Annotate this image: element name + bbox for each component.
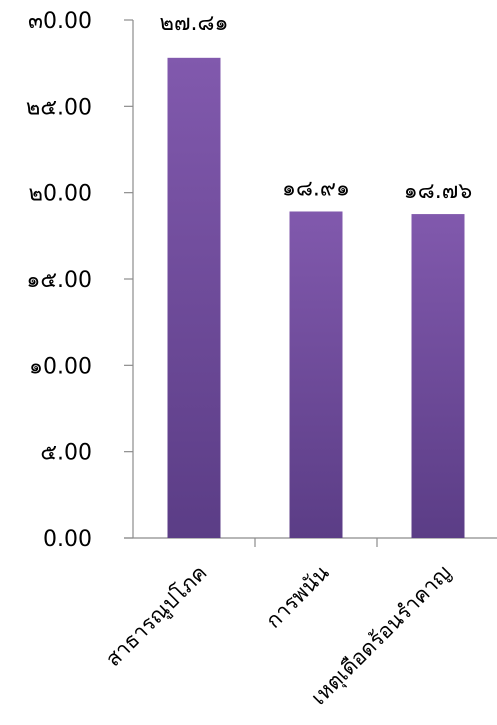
data-label: ๑๘.๗๖	[404, 179, 472, 204]
y-axis: 0.00 ๕.00 ๑0.00 ๑๕.00 ๒0.00 ๒๕.00 ๓0.00	[26, 9, 134, 552]
bar	[411, 214, 465, 538]
bars	[167, 57, 465, 539]
data-label: ๒๗.๘๑	[160, 11, 229, 36]
y-tick-label: ๑0.00	[29, 354, 92, 379]
y-tick-label: ๒0.00	[29, 182, 93, 207]
category-label: เหตุเดือดร้อนรำคาญ	[306, 561, 456, 711]
x-axis	[124, 537, 497, 547]
bar	[167, 57, 221, 539]
data-label: ๑๘.๙๑	[282, 176, 350, 201]
bar	[289, 211, 343, 538]
y-tick-label: ๑๕.00	[26, 268, 92, 293]
y-tick-label: ๒๕.00	[26, 95, 92, 120]
y-tick-label: 0.00	[43, 527, 92, 552]
y-tick-label: ๕.00	[40, 441, 92, 466]
category-label: การพนัน	[261, 561, 333, 633]
y-tick-label: ๓0.00	[28, 9, 92, 34]
category-label: สาธารณูปโภค	[101, 561, 212, 672]
